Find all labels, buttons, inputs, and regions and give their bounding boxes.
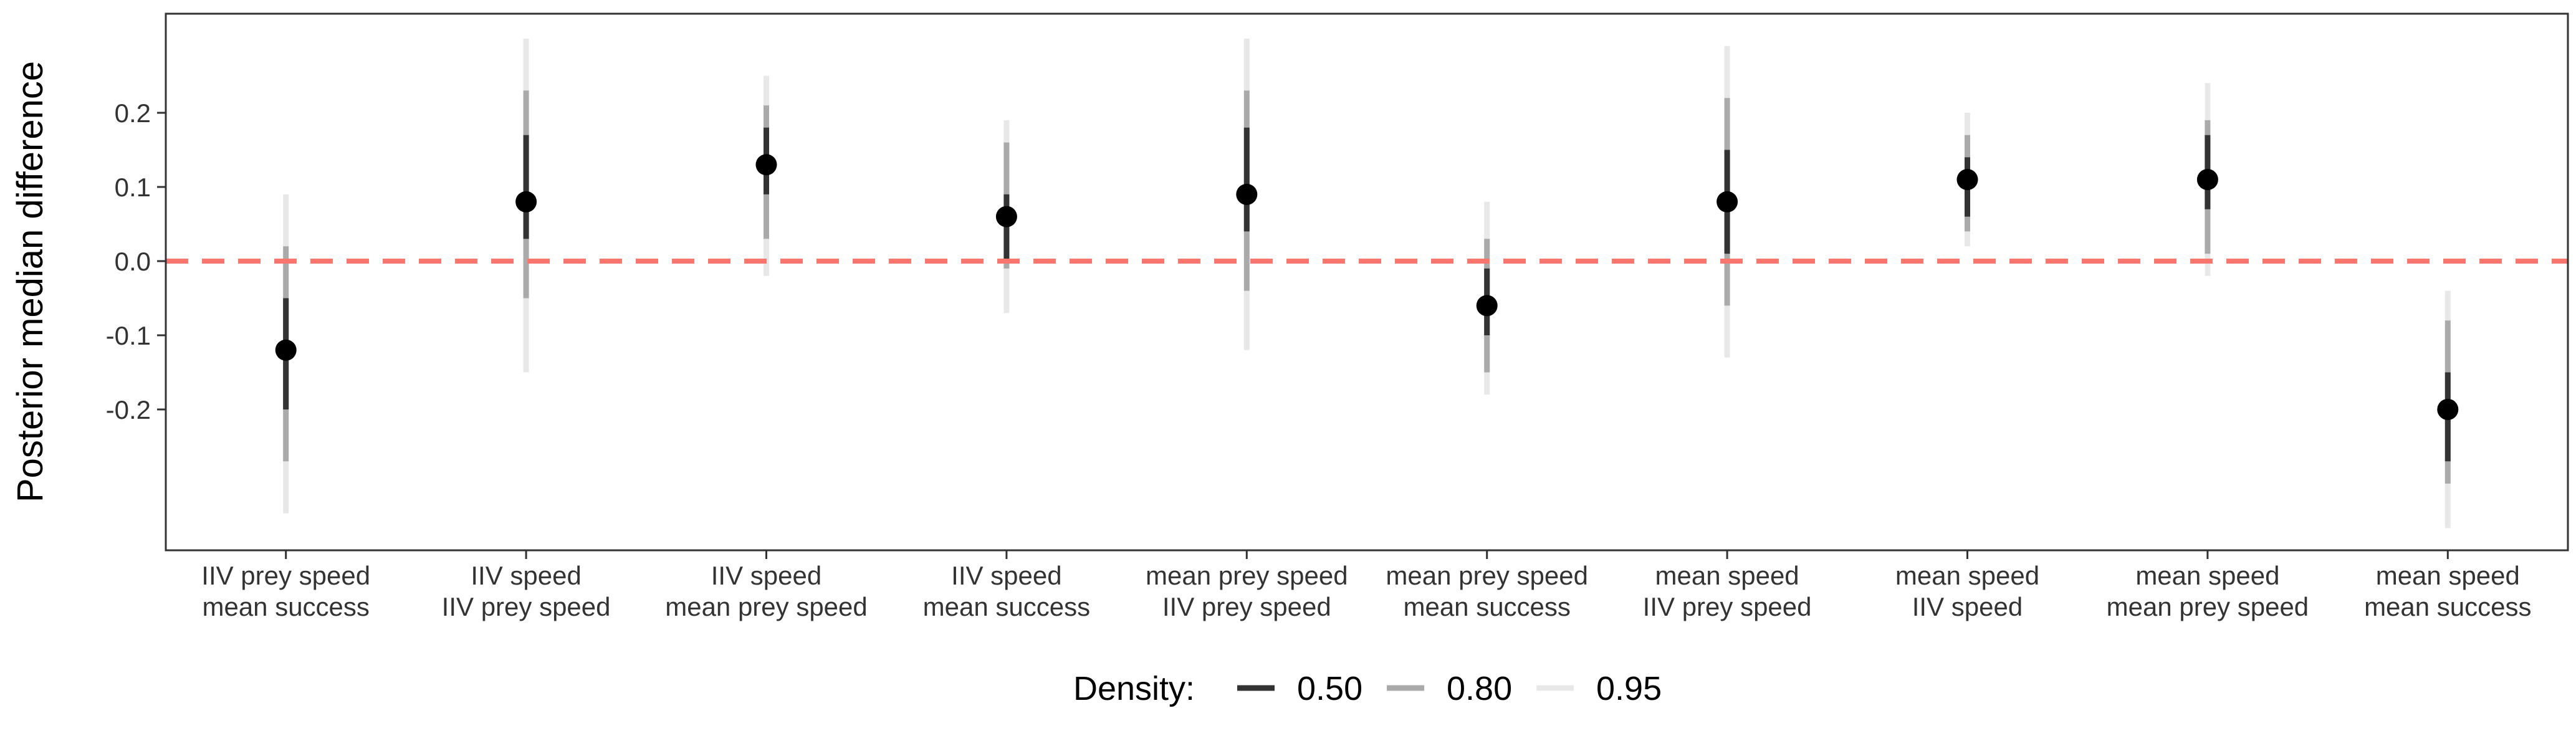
x-tick-label-line1: IIV prey speed xyxy=(201,561,370,590)
y-tick-label: -0.1 xyxy=(106,321,151,350)
x-tick-label-line2: mean prey speed xyxy=(665,592,868,621)
median-point xyxy=(1476,295,1498,317)
x-tick-label-line1: mean speed xyxy=(1655,561,1799,590)
x-tick-label-line2: mean success xyxy=(923,592,1090,621)
x-tick-label-line2: IIV prey speed xyxy=(1162,592,1331,621)
x-tick-label-line1: mean speed xyxy=(2135,561,2279,590)
y-tick-label: 0.1 xyxy=(115,173,151,202)
median-point xyxy=(515,191,537,213)
legend-title: Density: xyxy=(1073,670,1195,707)
median-point xyxy=(2437,399,2459,420)
median-point xyxy=(755,154,777,176)
legend-label: 0.50 xyxy=(1297,670,1362,707)
x-tick-label-line1: mean prey speed xyxy=(1146,561,1348,590)
x-tick-label-line2: IIV prey speed xyxy=(1643,592,1812,621)
median-point xyxy=(2196,169,2218,191)
x-tick-label-line2: IIV speed xyxy=(1912,592,2023,621)
x-tick-label-line1: mean speed xyxy=(1895,561,2039,590)
x-tick-label-line2: mean success xyxy=(1403,592,1570,621)
x-tick-label-line2: mean success xyxy=(202,592,369,621)
x-tick-label-line1: mean speed xyxy=(2376,561,2520,590)
median-point xyxy=(1717,191,1738,213)
y-tick-label: -0.2 xyxy=(106,395,151,424)
plot-panel-border xyxy=(165,12,2569,552)
y-axis-title: Posterior median difference xyxy=(10,61,50,502)
x-tick-label-line2: mean success xyxy=(2364,592,2531,621)
x-tick-label-line1: IIV speed xyxy=(711,561,821,590)
median-point xyxy=(275,339,297,361)
points-layer xyxy=(275,154,2459,420)
median-point xyxy=(995,206,1017,227)
median-point xyxy=(1236,183,1258,205)
x-tick-label-line1: IIV speed xyxy=(951,561,1061,590)
legend: Density: 0.50 0.80 0.95 xyxy=(1073,670,1662,707)
x-tick-label-line1: IIV speed xyxy=(471,561,581,590)
y-tick-label: 0.0 xyxy=(115,247,151,276)
x-tick-label-line2: mean prey speed xyxy=(2107,592,2309,621)
y-axis: 0.2 0.1 0.0 -0.1 -0.2 xyxy=(106,98,166,424)
median-point xyxy=(1956,169,1978,191)
legend-label: 0.80 xyxy=(1447,670,1512,707)
x-tick-label-line1: mean prey speed xyxy=(1386,561,1588,590)
y-tick-label: 0.2 xyxy=(115,98,151,128)
x-tick-label-line2: IIV prey speed xyxy=(442,592,611,621)
legend-label: 0.95 xyxy=(1596,670,1662,707)
